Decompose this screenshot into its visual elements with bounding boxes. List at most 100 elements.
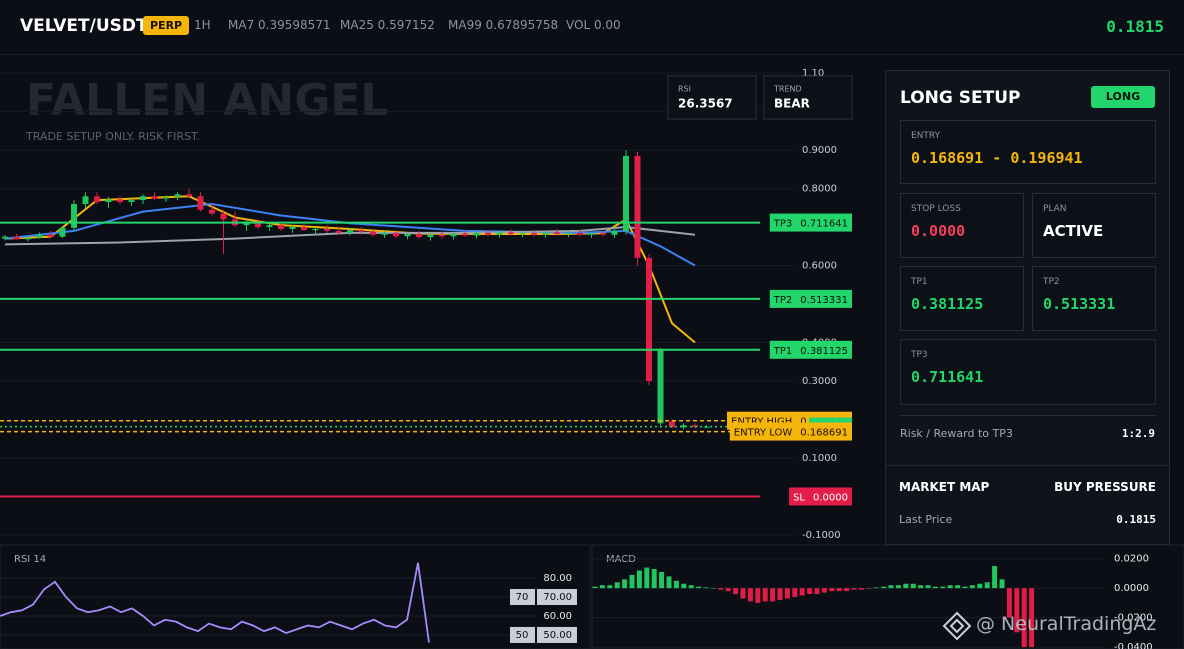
macd-bar	[844, 588, 850, 592]
macd-bar	[955, 585, 961, 589]
macd-bar	[1021, 588, 1027, 648]
y-tick-label: 0.8000	[802, 184, 837, 195]
candle-body	[393, 232, 399, 237]
candle-body	[565, 232, 572, 234]
rr-label: Risk / Reward to TP3	[900, 427, 1013, 440]
candle-body	[439, 234, 445, 237]
badge-value: 0.168691	[800, 428, 848, 439]
candle-body	[243, 223, 250, 226]
level-badge-label: 50	[516, 630, 529, 641]
y-tick-label: 0.9000	[802, 145, 837, 156]
market-map: MARKET MAP BUY PRESSURE Last Price 0.181…	[885, 465, 1170, 545]
macd-bar	[696, 586, 702, 589]
divider	[900, 415, 1156, 416]
candle-body	[542, 232, 549, 235]
macd-bar	[903, 583, 909, 589]
candle-body	[531, 233, 537, 235]
level-badge: ENTRY LOW 0.168691	[729, 422, 852, 441]
last-price: 0.1815	[1106, 17, 1164, 36]
watermark-subtitle: TRADE SETUP ONLY. RISK FIRST.	[25, 130, 200, 143]
badge-bg	[729, 422, 852, 441]
candle-body	[36, 234, 43, 238]
candle-body	[680, 425, 687, 428]
macd-bar	[688, 585, 694, 589]
macd-bar	[614, 582, 620, 589]
macd-bar	[710, 588, 716, 589]
macd-bar	[932, 586, 938, 589]
candle-body	[519, 233, 526, 235]
candle-body	[611, 230, 618, 235]
candle-body	[186, 194, 192, 197]
price-panel	[0, 56, 870, 545]
candle-body	[657, 350, 664, 424]
row-label: Last Price	[899, 513, 953, 526]
macd-bar	[777, 588, 783, 600]
y-tick-label: 0.6000	[802, 261, 837, 272]
macd-panel	[591, 544, 1184, 649]
y-tick-label: 0.1000	[802, 453, 837, 464]
macd-bar	[1014, 588, 1020, 633]
candle-body	[94, 196, 100, 203]
macd-bar	[718, 588, 724, 590]
candle-body	[634, 155, 641, 258]
tp3-box: TP3 0.711641	[900, 339, 1156, 405]
macd-bar	[814, 588, 820, 595]
candle-body	[312, 228, 319, 231]
macd-bar	[984, 582, 990, 589]
candle-body	[450, 233, 457, 237]
badge-bg	[769, 213, 852, 232]
info-label: RSI	[678, 85, 691, 94]
tp1-value: 0.381125	[911, 295, 984, 313]
macd-tick-label: -0.0200	[1114, 613, 1153, 624]
tp2-value: 0.513331	[1043, 295, 1116, 313]
macd-bar	[607, 585, 613, 589]
volume: VOL 0.00	[566, 18, 621, 32]
tp1-box: TP1 0.381125	[900, 266, 1024, 331]
candle-body	[105, 199, 112, 203]
plan-box: PLAN ACTIVE	[1032, 193, 1156, 258]
stop-value: 0.0000	[911, 222, 966, 240]
macd-bar	[659, 571, 665, 589]
rr-value: 1:2.9	[1121, 427, 1155, 440]
y-tick-label: 0.3000	[802, 376, 837, 387]
macd-bar	[999, 579, 1005, 589]
macd-tick-label: -0.0400	[1114, 642, 1153, 649]
macd-bar	[969, 585, 975, 589]
badge-name: TP2	[773, 295, 793, 306]
candle-body	[163, 197, 169, 199]
macd-bar	[977, 583, 983, 589]
info-label: TREND	[773, 85, 802, 94]
candle-body	[209, 209, 215, 214]
candle-body	[508, 232, 514, 234]
candle-body	[370, 231, 376, 235]
level-badge: TP1 0.381125	[769, 340, 852, 359]
macd-bar	[770, 588, 776, 602]
macd-bar	[733, 588, 739, 595]
macd-tick-label: 0.0000	[1114, 583, 1149, 594]
macd-bar	[784, 588, 790, 599]
badge-bg	[769, 340, 852, 359]
candle-body	[588, 233, 595, 235]
badge-name: TP3	[773, 219, 793, 230]
macd-bar	[918, 585, 924, 589]
interval[interactable]: 1H	[194, 18, 211, 32]
macd-bar	[895, 585, 901, 589]
rsi-tick-label: 70.00	[543, 592, 572, 603]
candle-body	[301, 227, 307, 231]
badge-name: SL	[793, 493, 805, 504]
level-badge	[510, 589, 535, 605]
pressure: BUY PRESSURE	[1054, 480, 1156, 494]
macd-bar	[836, 588, 842, 592]
candle-body	[174, 194, 181, 198]
setup-badge: LONG	[1091, 86, 1155, 108]
candle-body	[416, 233, 422, 238]
macd-bar	[681, 583, 687, 589]
candle-body	[324, 228, 330, 231]
candle-body	[623, 155, 629, 231]
macd-bar	[755, 588, 761, 603]
level-badge: TP2 0.513331	[769, 289, 852, 308]
info-value: BEAR	[774, 97, 810, 111]
